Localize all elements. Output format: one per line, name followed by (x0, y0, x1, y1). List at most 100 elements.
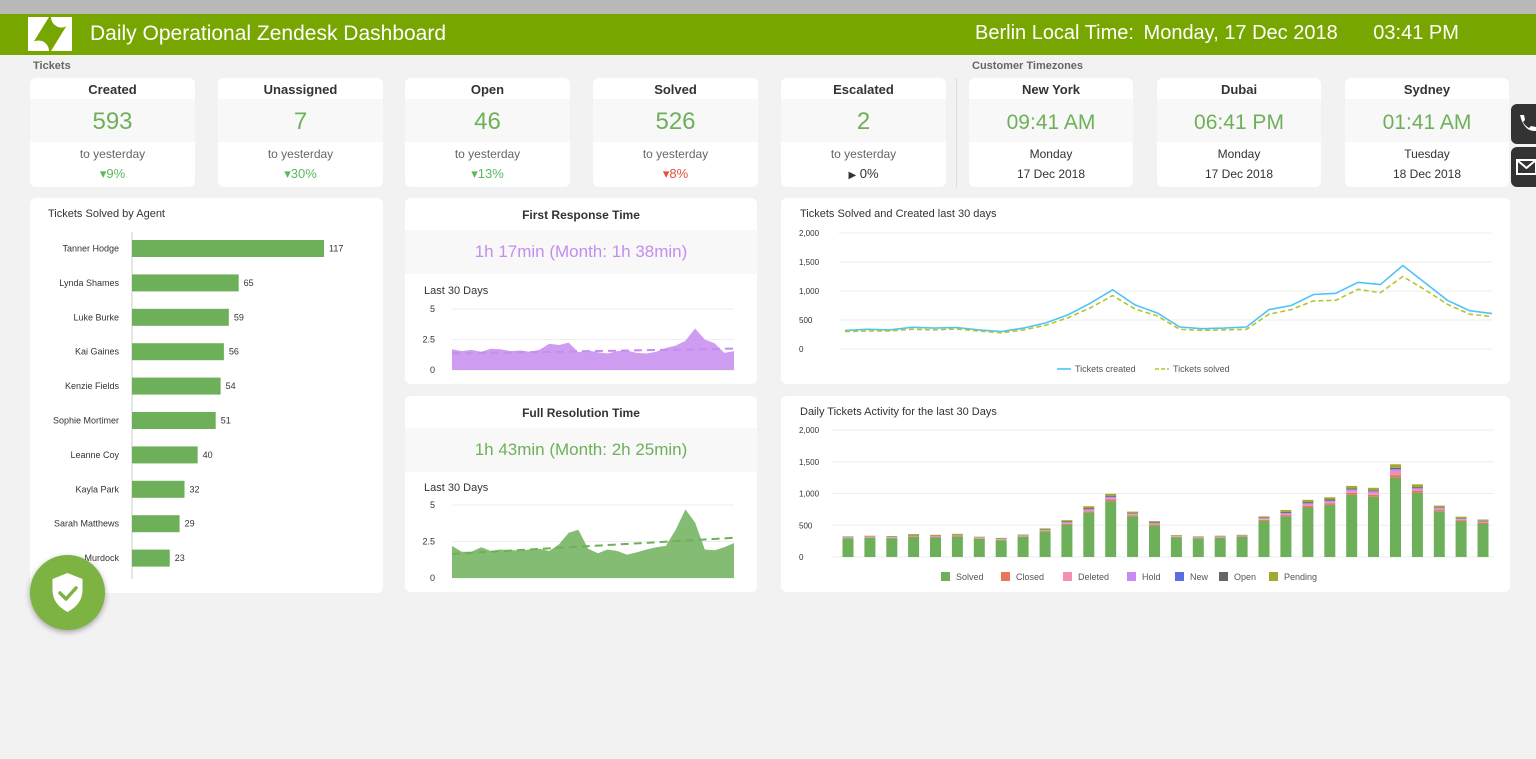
kpi-value: 526 (655, 108, 696, 135)
stacked-bar-segment (1127, 511, 1139, 514)
agent-bar (132, 549, 170, 567)
stacked-bar-segment (864, 537, 876, 557)
y-tick-label: 1,000 (799, 490, 820, 499)
agent-value-label: 23 (175, 553, 185, 563)
agent-label: Murdock (84, 553, 119, 563)
legend-label: Closed (1016, 572, 1044, 582)
stacked-bar-segment (1061, 522, 1073, 523)
stacked-bar-segment (951, 533, 963, 535)
tz-time: 09:41 AM (1006, 111, 1096, 134)
triangle-down-icon: ▾ (471, 166, 478, 181)
stacked-bar-segment (864, 537, 876, 538)
legend-swatch (1063, 572, 1072, 581)
stacked-bar-segment (1302, 499, 1314, 502)
agent-bar (132, 308, 229, 326)
kpi-change: ▾30% (284, 166, 317, 181)
y-tick-label: 0 (799, 345, 804, 354)
stacked-bar-segment (995, 540, 1007, 557)
agent-value-label: 56 (229, 347, 239, 357)
stacked-bar-segment (1105, 498, 1117, 500)
stacked-bar-segment (1083, 506, 1095, 509)
stacked-bar-segment (1127, 514, 1139, 516)
agent-bar (132, 412, 216, 429)
triangle-down-icon: ▾ (99, 166, 107, 181)
area-series (452, 509, 734, 578)
stacked-bar-segment (1324, 500, 1336, 503)
stacked-bar-segment (1433, 508, 1445, 510)
stacked-bar-segment (864, 535, 876, 537)
tz-city: New York (1021, 82, 1081, 97)
stacked-bar-segment (1127, 515, 1139, 517)
stacked-bar-segment (886, 536, 898, 537)
kpi-change: ▾8% (662, 166, 689, 181)
agent-label: Kai Gaines (75, 347, 120, 357)
stacked-bar-segment (1236, 536, 1248, 537)
tz-city: Sydney (1403, 82, 1451, 97)
y-tick-label: 1,500 (799, 258, 820, 267)
stacked-bar-segment (1061, 523, 1073, 524)
y-tick-label: 0 (430, 365, 435, 375)
y-tick-label: 2,000 (799, 229, 820, 238)
agent-value-label: 29 (185, 519, 195, 529)
stacked-bar-segment (1411, 489, 1423, 491)
full-resolution-card: Full Resolution Time 1h 43min (Month: 2h… (405, 396, 757, 592)
y-tick-label: 5 (430, 500, 435, 510)
kpi-label: Solved (654, 82, 697, 97)
timezone-card-dubai: Dubai 06:41 PM Monday 17 Dec 2018 (1157, 78, 1321, 187)
kpi-label: Unassigned (263, 82, 338, 97)
chart-title: Daily Tickets Activity for the last 30 D… (800, 406, 997, 418)
stacked-bar-segment (951, 534, 963, 536)
stacked-bar-segment (908, 537, 920, 557)
agent-value-label: 51 (221, 416, 231, 426)
agents-chart-card: Tickets Solved by Agent Tanner Hodge 117 L… (30, 198, 383, 593)
stacked-bar-segment (1017, 536, 1029, 537)
agent-bar (132, 480, 185, 498)
chart-subtitle: Last 30 Days (424, 285, 489, 297)
agent-value-label: 40 (203, 450, 213, 460)
legend-swatch (1269, 572, 1278, 581)
stacked-bar-segment (930, 537, 941, 557)
stacked-bar-segment (951, 536, 963, 557)
legend-label: Tickets solved (1173, 364, 1230, 374)
agents-bar-chart: Tanner Hodge 117 Lynda Shames 65 Luke Burke 5… (53, 232, 343, 579)
stacked-bar-segment (1039, 528, 1051, 530)
stacked-bar-segment (1455, 516, 1467, 519)
stacked-bar-segment (1390, 464, 1401, 468)
stacked-bar-segment (1368, 487, 1379, 491)
email-button[interactable] (1511, 147, 1536, 187)
stacked-bar-segment (1258, 519, 1270, 520)
stacked-bar-segment (1411, 492, 1423, 557)
stacked-bar-segment (1477, 520, 1489, 522)
y-tick-label: 500 (799, 316, 813, 325)
stacked-bar-segment (973, 538, 985, 557)
legend-label: Tickets created (1075, 364, 1136, 374)
local-date: Monday, 17 Dec 2018 (1143, 22, 1338, 44)
y-tick-label: 2,000 (799, 426, 820, 435)
stacked-bar-segment (1083, 510, 1095, 512)
timezone-card-new-york: New York 09:41 AM Monday 17 Dec 2018 (969, 78, 1133, 187)
agent-value-label: 59 (234, 312, 244, 322)
legend-label: Open (1234, 572, 1256, 582)
chart-title: Full Resolution Time (522, 406, 640, 420)
chart-title: Tickets Solved and Created last 30 days (800, 208, 997, 220)
stacked-bar-segment (1455, 521, 1467, 557)
chart-title: First Response Time (522, 208, 640, 222)
kpi-change: ▶ 0% (848, 166, 879, 181)
kpi-change: ▾9% (99, 166, 126, 181)
section-divider (956, 78, 957, 188)
kpi-card-unassigned: Unassigned 7 to yesterday ▾30% (218, 78, 383, 187)
stacked-bar-segment (1192, 538, 1204, 539)
stacked-bar-segment (1455, 518, 1467, 519)
stacked-bar-segment (1280, 510, 1292, 512)
stacked-bar-segment (1302, 504, 1314, 506)
stacked-bar-segment (1258, 518, 1270, 520)
stacked-bar-segment (1280, 514, 1292, 516)
stacked-bar-segment (1433, 509, 1445, 511)
stacked-bar-segment (1061, 521, 1073, 522)
y-tick-label: 1,500 (799, 458, 820, 467)
stacked-bar-segment (1149, 525, 1160, 557)
phone-button[interactable] (1511, 104, 1536, 144)
y-tick-label: 2.5 (422, 537, 435, 547)
security-shield-button[interactable] (30, 555, 105, 630)
stacked-bar-segment (1280, 516, 1292, 557)
